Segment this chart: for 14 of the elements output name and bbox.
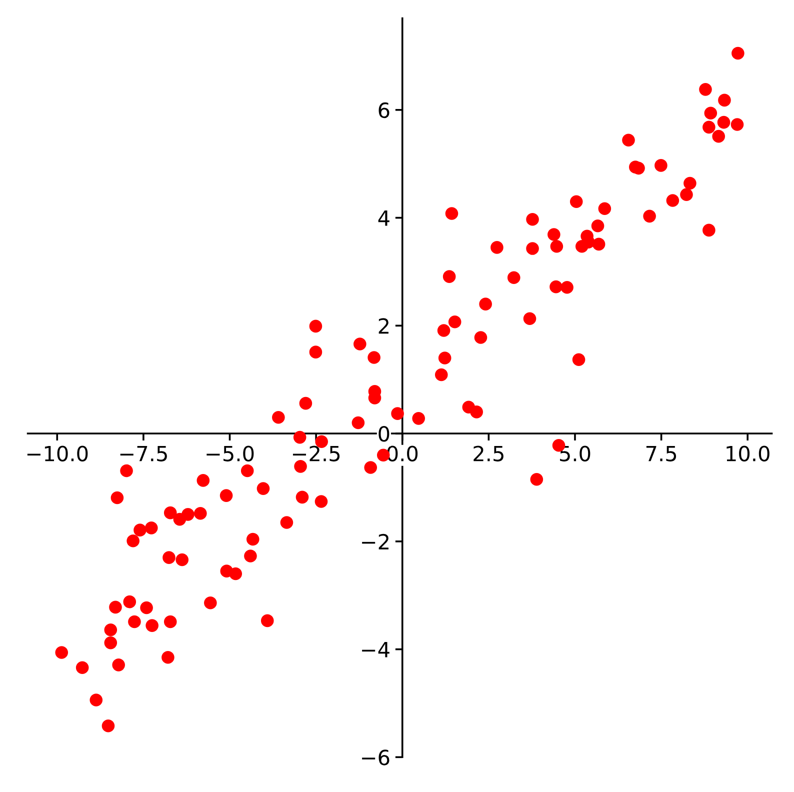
x-tick-label: −7.5	[120, 446, 167, 462]
y-tick-label: 6	[378, 102, 390, 118]
y-tick-label: 0	[378, 426, 390, 442]
x-tick-label: −10.0	[27, 446, 88, 462]
y-tick-label: −4	[362, 642, 390, 658]
y-tick-label: −6	[362, 750, 390, 766]
y-tick-label: −2	[362, 534, 388, 550]
y-tick-label: 2	[378, 318, 388, 334]
x-tick-label: 7.5	[646, 446, 676, 462]
x-tick-label: 10.0	[726, 446, 770, 462]
y-tick-label: 4	[378, 210, 390, 226]
x-tick-label: 2.5	[474, 446, 504, 462]
x-tick-label: −2.5	[292, 446, 340, 462]
x-tick-label: −5.0	[206, 446, 254, 462]
